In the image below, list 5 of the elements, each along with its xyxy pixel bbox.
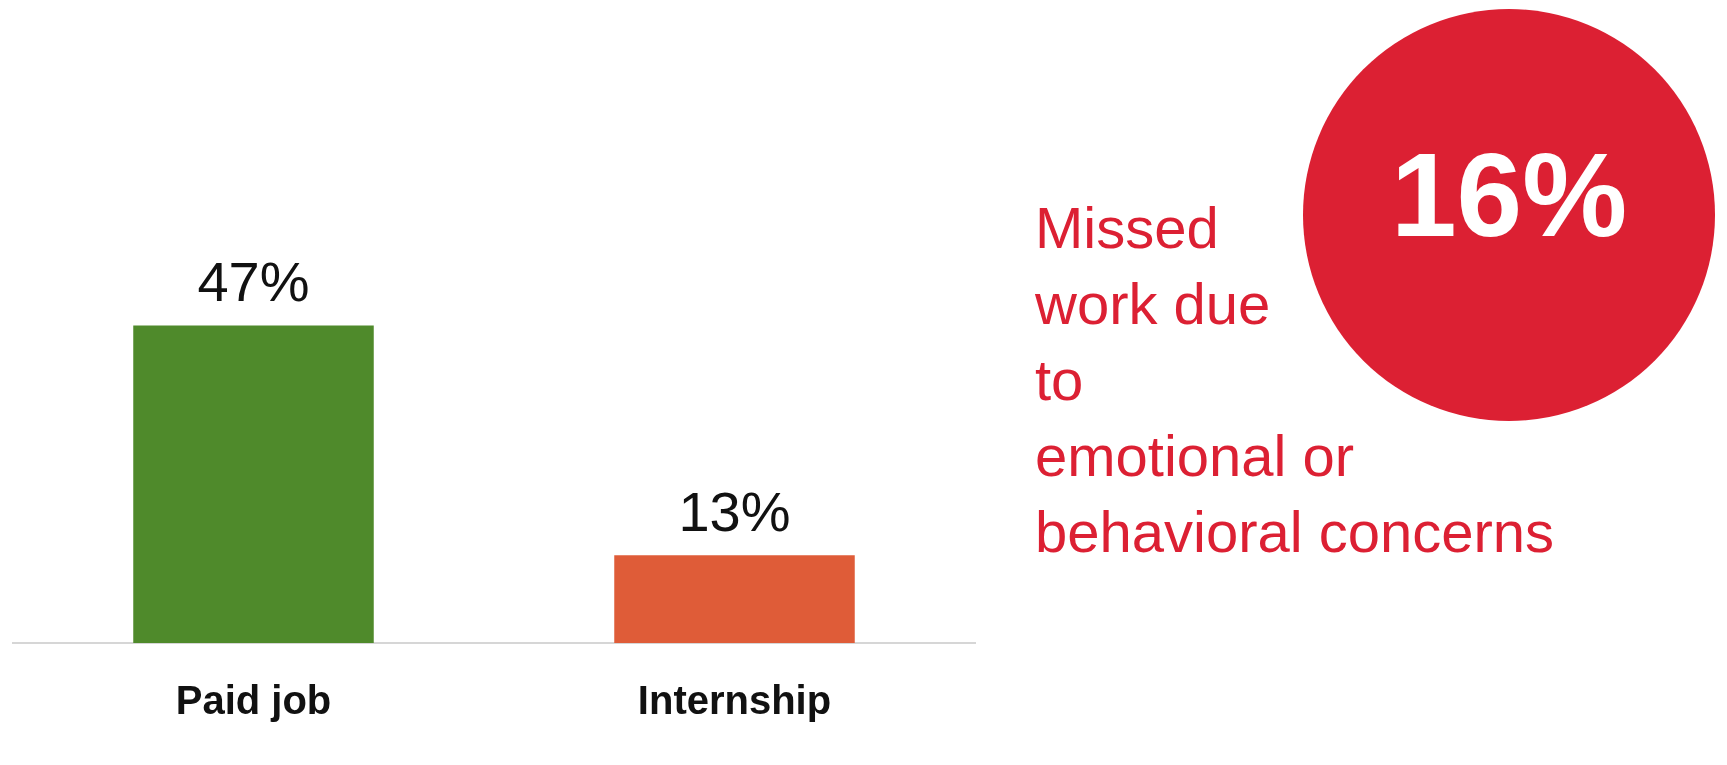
data-label: 13%	[678, 479, 791, 543]
x-tick-label: Paid job	[175, 678, 332, 723]
data-label: 47%	[197, 249, 310, 313]
circle-badge: 16%	[1303, 9, 1715, 421]
x-tick-label: Internship	[637, 678, 832, 723]
